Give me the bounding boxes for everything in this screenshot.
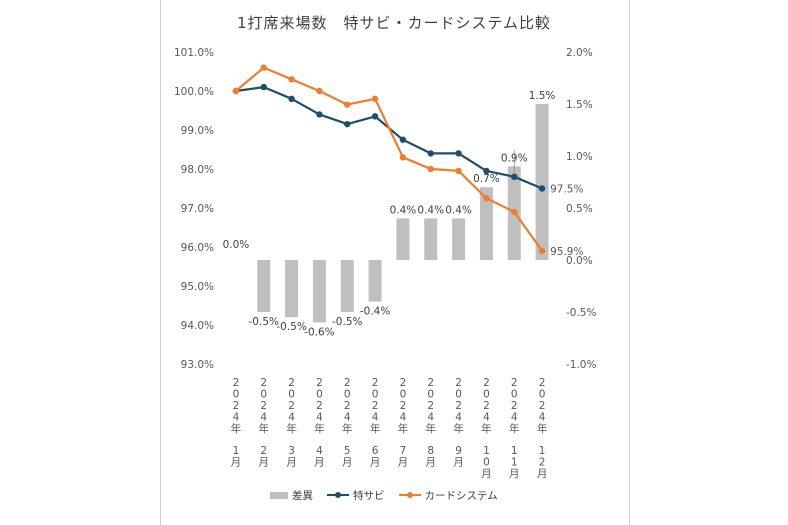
y-right-tick-label: 0.5% <box>566 203 593 215</box>
y-left-tick-label: 98.0% <box>181 164 214 176</box>
chart-title: 1打席来場数 特サビ・カードシステム比較 <box>236 14 552 32</box>
chart-frame <box>160 0 630 525</box>
point-tokusabi <box>483 167 490 175</box>
bar-data-label: -0.4% <box>360 306 390 318</box>
y-left-tick-label: 97.0% <box>181 203 214 215</box>
bar-diff <box>312 260 326 323</box>
bar-data-label: 0.0% <box>223 239 250 251</box>
y-left-tick-label: 96.0% <box>181 242 214 254</box>
bar-diff <box>368 260 382 302</box>
point-tokusabi <box>316 111 323 118</box>
point-tokusabi <box>427 150 434 157</box>
bar-data-label: -0.5% <box>276 321 306 333</box>
point-tokusabi <box>511 173 518 180</box>
point-card-system <box>344 101 351 108</box>
legend: 差異 特サビ カードシステム <box>270 486 498 504</box>
legend-label-tokusabi: 特サビ <box>353 489 385 502</box>
line-card-system <box>235 66 543 252</box>
y-right-tick-label: -0.5% <box>566 307 596 319</box>
bar-diff <box>285 260 299 318</box>
bar-data-label: 0.4% <box>417 204 444 216</box>
point-tokusabi <box>371 113 379 120</box>
point-card-system <box>483 195 490 202</box>
legend-swatch-diff <box>270 491 288 499</box>
y-left-tick-label: 101.0% <box>174 47 214 59</box>
legend-item-card-system: カードシステム <box>398 488 498 503</box>
point-card-system <box>399 154 407 161</box>
legend-swatch-tokusabi <box>327 490 349 500</box>
y-left-tick-label: 100.0% <box>174 86 214 98</box>
bar-data-label: 0.4% <box>390 204 417 216</box>
bar-data-label: -0.5% <box>249 316 279 328</box>
line-tokusabi <box>235 85 543 190</box>
point-card-system <box>371 95 379 103</box>
y-right-tick-label: 0.0% <box>566 255 593 267</box>
bar-diff <box>396 218 410 260</box>
bar-diff <box>424 218 438 260</box>
point-card-system <box>538 247 546 255</box>
bar-data-label: -0.5% <box>332 316 362 328</box>
end-label-card-system: 95.9% <box>550 246 583 258</box>
bar-diff <box>535 104 549 260</box>
point-tokusabi <box>399 136 407 143</box>
point-tokusabi <box>288 95 295 103</box>
point-tokusabi <box>344 120 351 128</box>
legend-swatch-card-system <box>398 490 421 500</box>
point-card-system <box>455 167 462 175</box>
bar-data-label: 1.5% <box>529 90 556 102</box>
bar-data-label: -0.6% <box>304 326 334 338</box>
bar-diff <box>479 187 493 260</box>
point-tokusabi <box>455 150 462 157</box>
bar-diff <box>340 260 354 312</box>
y-left-tick-label: 93.0% <box>181 359 214 371</box>
point-card-system <box>260 64 267 71</box>
bar-data-label: 0.7% <box>473 173 500 185</box>
legend-item-tokusabi: 特サビ <box>327 488 385 503</box>
y-right-tick-label: -1.0% <box>566 359 596 371</box>
point-card-system <box>232 87 240 95</box>
legend-label-diff: 差異 <box>292 489 313 502</box>
point-tokusabi <box>260 83 267 91</box>
legend-label-card-system: カードシステム <box>424 489 498 502</box>
point-card-system <box>511 208 518 216</box>
y-right-tick-label: 1.5% <box>566 99 593 111</box>
point-card-system <box>288 76 295 83</box>
point-card-system <box>427 165 434 173</box>
legend-item-diff: 差異 <box>270 488 313 503</box>
bar-diff <box>452 218 466 260</box>
y-left-tick-label: 99.0% <box>181 125 214 137</box>
y-left-tick-label: 95.0% <box>181 281 214 293</box>
y-right-tick-label: 2.0% <box>566 47 593 59</box>
y-right-tick-label: 1.0% <box>566 151 593 163</box>
point-tokusabi <box>538 185 546 192</box>
y-left-tick-label: 94.0% <box>181 320 214 332</box>
point-card-system <box>316 87 323 95</box>
bar-diff <box>257 260 271 312</box>
end-label-tokusabi: 97.5% <box>550 184 583 196</box>
bar-data-label: 0.4% <box>445 204 472 216</box>
